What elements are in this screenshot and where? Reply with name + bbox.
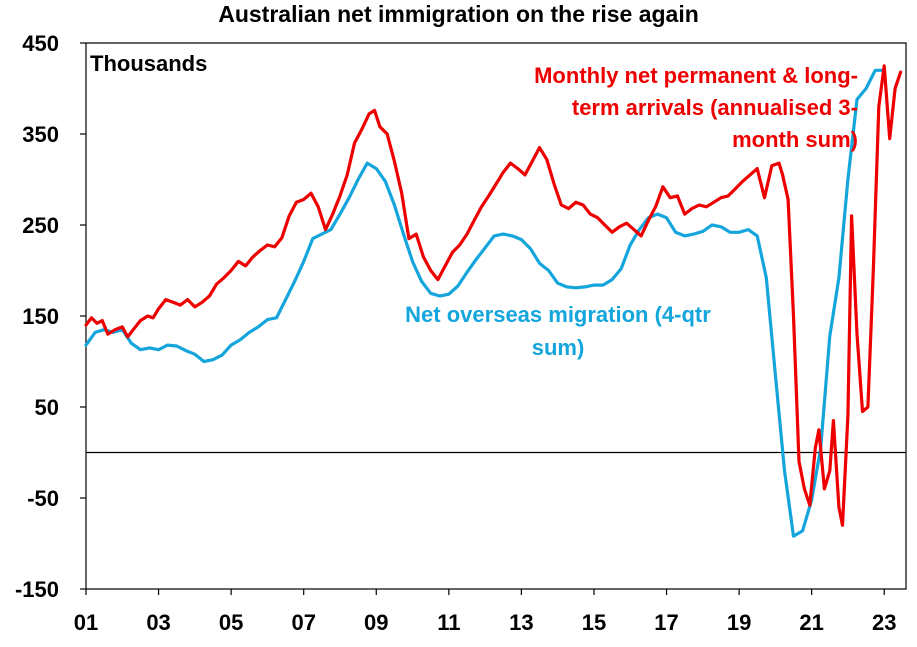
unit-label: Thousands xyxy=(90,51,207,76)
y-tick-label: -150 xyxy=(15,577,59,602)
x-tick-label: 01 xyxy=(74,610,98,635)
y-tick-label: 50 xyxy=(35,395,59,420)
x-tick-label: 07 xyxy=(291,610,315,635)
blue-annotation-line: sum) xyxy=(532,335,585,360)
x-tick-label: 13 xyxy=(509,610,533,635)
x-tick-label: 23 xyxy=(872,610,896,635)
red-annotation-line: month sum) xyxy=(732,127,858,152)
y-tick-label: 250 xyxy=(22,213,59,238)
red-annotation-line: Monthly net permanent & long- xyxy=(534,63,858,88)
x-tick-label: 21 xyxy=(799,610,823,635)
series-lines xyxy=(84,64,903,538)
series-line-monthly-arrivals xyxy=(84,64,903,527)
x-tick-label: 11 xyxy=(437,610,460,635)
y-tick-label: 450 xyxy=(22,31,59,56)
x-tick-label: 15 xyxy=(582,610,606,635)
chart-title: Australian net immigration on the rise a… xyxy=(218,1,699,27)
blue-series-annotation: Net overseas migration (4-qtr sum) xyxy=(405,302,711,360)
y-tick-label: 150 xyxy=(22,304,59,329)
y-tick-label: 350 xyxy=(22,122,59,147)
y-axis: 450 350 250 150 50 -50 -150 xyxy=(15,31,86,602)
series-line-net-overseas-migration xyxy=(84,68,886,538)
x-tick-label: 09 xyxy=(364,610,388,635)
x-tick-label: 05 xyxy=(219,610,243,635)
x-tick-label: 19 xyxy=(727,610,751,635)
blue-annotation-line: Net overseas migration (4-qtr xyxy=(405,302,711,327)
x-axis: 01 03 05 07 09 11 13 15 17 19 21 23 xyxy=(74,589,896,635)
x-tick-label: 03 xyxy=(146,610,170,635)
y-tick-label: -50 xyxy=(27,486,59,511)
x-tick-label: 17 xyxy=(654,610,678,635)
red-series-annotation: Monthly net permanent & long-term arriva… xyxy=(534,63,858,152)
red-annotation-line: term arrivals (annualised 3- xyxy=(572,95,858,120)
